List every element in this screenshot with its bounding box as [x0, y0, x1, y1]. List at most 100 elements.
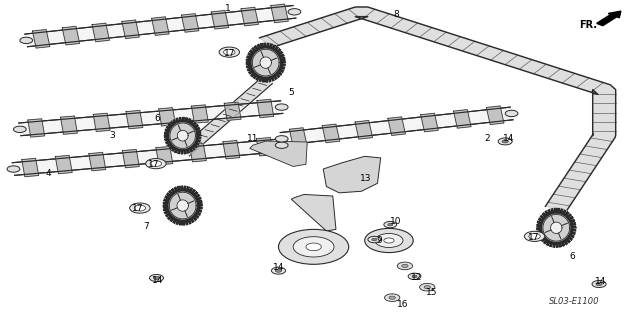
Circle shape: [524, 231, 545, 241]
Polygon shape: [170, 123, 195, 148]
Circle shape: [372, 238, 377, 241]
Circle shape: [275, 269, 282, 272]
Polygon shape: [289, 128, 307, 146]
Text: 10: 10: [390, 217, 401, 226]
Polygon shape: [177, 130, 188, 141]
Circle shape: [529, 234, 540, 239]
Circle shape: [388, 223, 393, 226]
Polygon shape: [176, 80, 273, 156]
Polygon shape: [159, 108, 175, 126]
Circle shape: [20, 37, 33, 44]
Text: 14: 14: [502, 134, 514, 143]
Circle shape: [596, 282, 602, 286]
Polygon shape: [92, 23, 109, 42]
Polygon shape: [62, 26, 79, 45]
Circle shape: [7, 166, 20, 172]
Text: 3: 3: [109, 131, 115, 140]
Polygon shape: [271, 4, 288, 23]
Circle shape: [397, 262, 413, 270]
Polygon shape: [536, 208, 576, 248]
Text: 17: 17: [223, 48, 235, 58]
Polygon shape: [241, 7, 259, 26]
Circle shape: [150, 161, 162, 167]
Polygon shape: [543, 214, 570, 241]
Circle shape: [275, 104, 288, 110]
Circle shape: [384, 221, 397, 228]
Polygon shape: [61, 116, 77, 134]
Circle shape: [592, 280, 606, 287]
Circle shape: [130, 203, 150, 213]
Circle shape: [154, 276, 160, 279]
Circle shape: [502, 140, 508, 143]
FancyArrow shape: [596, 11, 621, 26]
Text: 14: 14: [273, 263, 284, 272]
Polygon shape: [550, 222, 562, 234]
Polygon shape: [156, 146, 173, 165]
Text: 4: 4: [46, 169, 51, 178]
Text: 16: 16: [397, 300, 409, 308]
Text: 13: 13: [360, 174, 372, 183]
Polygon shape: [12, 139, 283, 175]
Polygon shape: [454, 110, 471, 128]
Polygon shape: [323, 156, 381, 193]
Polygon shape: [246, 43, 285, 82]
Polygon shape: [355, 121, 372, 139]
Circle shape: [384, 238, 394, 243]
Polygon shape: [152, 17, 169, 35]
Circle shape: [389, 296, 396, 299]
Text: 5: 5: [289, 88, 294, 97]
Polygon shape: [420, 113, 438, 132]
Text: 17: 17: [528, 233, 540, 242]
Polygon shape: [259, 7, 616, 210]
Circle shape: [505, 110, 518, 117]
Circle shape: [146, 159, 166, 169]
Polygon shape: [25, 5, 296, 47]
Circle shape: [13, 126, 26, 132]
Circle shape: [424, 286, 431, 289]
Circle shape: [134, 205, 146, 211]
Polygon shape: [257, 137, 273, 156]
Polygon shape: [224, 102, 241, 120]
Circle shape: [223, 49, 235, 55]
Polygon shape: [257, 99, 274, 118]
Text: 6: 6: [154, 114, 160, 123]
Circle shape: [365, 228, 413, 253]
Circle shape: [412, 275, 417, 278]
Polygon shape: [22, 159, 38, 177]
Polygon shape: [182, 14, 199, 32]
Polygon shape: [486, 106, 504, 124]
Polygon shape: [388, 117, 405, 136]
Circle shape: [275, 136, 288, 142]
Text: 17: 17: [148, 160, 160, 169]
Text: 14: 14: [152, 276, 163, 285]
Text: 14: 14: [595, 277, 607, 286]
Text: FR.: FR.: [579, 19, 596, 30]
Circle shape: [306, 243, 321, 251]
Polygon shape: [163, 186, 202, 225]
Circle shape: [275, 142, 288, 148]
Circle shape: [420, 283, 435, 291]
Polygon shape: [164, 117, 201, 154]
Text: 1: 1: [225, 4, 230, 13]
Polygon shape: [19, 101, 283, 136]
Text: 15: 15: [426, 288, 438, 297]
Text: 7: 7: [143, 222, 149, 231]
Polygon shape: [223, 140, 240, 159]
Circle shape: [408, 273, 421, 279]
Polygon shape: [250, 141, 307, 167]
Text: 17: 17: [132, 204, 144, 213]
Polygon shape: [170, 192, 196, 219]
Polygon shape: [177, 200, 188, 211]
Circle shape: [271, 267, 285, 274]
Polygon shape: [28, 119, 45, 137]
Circle shape: [375, 234, 403, 248]
Polygon shape: [93, 113, 110, 131]
Polygon shape: [291, 195, 336, 231]
Polygon shape: [55, 155, 72, 174]
Polygon shape: [211, 11, 228, 29]
Circle shape: [150, 274, 164, 281]
Circle shape: [402, 264, 408, 268]
Text: 12: 12: [412, 272, 423, 281]
Circle shape: [293, 237, 334, 257]
Circle shape: [288, 9, 301, 15]
